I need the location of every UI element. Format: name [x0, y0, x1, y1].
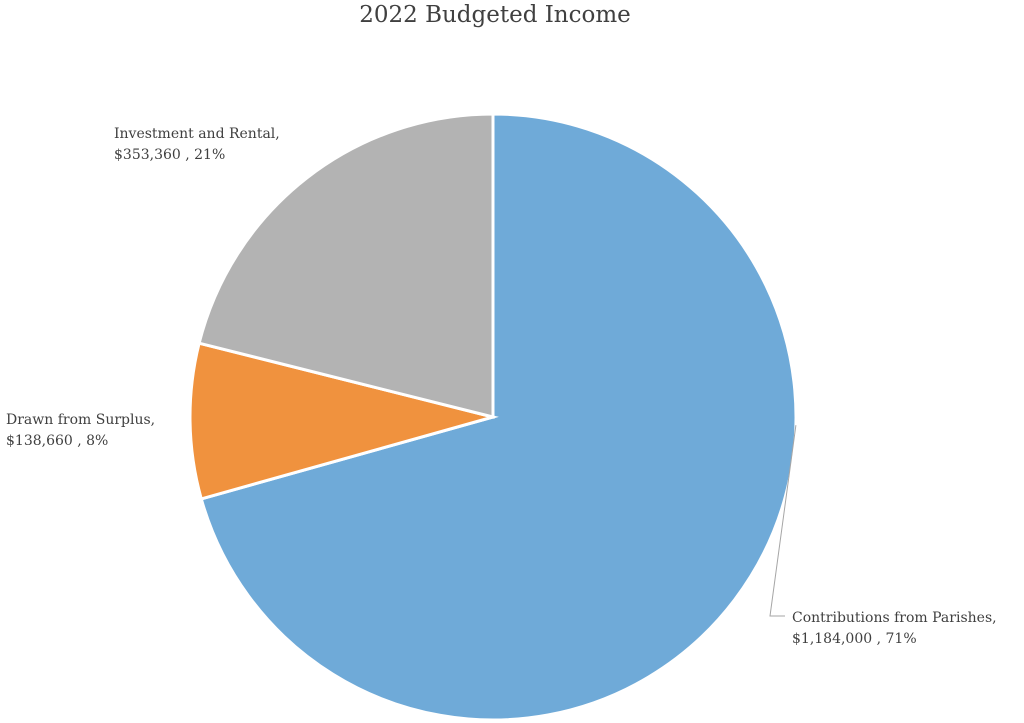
data-label-investment-and-rental: Investment and Rental, $353,360 , 21% — [114, 126, 280, 163]
chart-title: 2022 Budgeted Income — [359, 2, 631, 28]
pie-slices — [188, 112, 798, 722]
data-labels: Contributions from Parishes, $1,184,000 ,… — [6, 126, 997, 647]
leader-lines — [769, 425, 797, 617]
pie-slice-investment-and-rental — [197, 112, 495, 419]
data-label-category: Contributions from Parishes, — [792, 610, 997, 626]
data-label-contributions-from-parishes: Contributions from Parishes, $1,184,000 ,… — [792, 610, 997, 647]
pie-slice-contributions-from-parishes — [199, 112, 798, 722]
data-label-value: $1,184,000 , 71% — [792, 631, 917, 647]
data-label-drawn-from-surplus: Drawn from Surplus, $138,660 , 8% — [6, 412, 155, 449]
data-label-category: Investment and Rental, — [114, 126, 280, 142]
pie-slice-drawn-from-surplus — [188, 341, 499, 501]
data-label-value: $353,360 , 21% — [114, 147, 225, 163]
data-label-value: $138,660 , 8% — [6, 433, 108, 449]
leader-line — [769, 425, 797, 617]
data-label-category: Drawn from Surplus, — [6, 412, 155, 428]
